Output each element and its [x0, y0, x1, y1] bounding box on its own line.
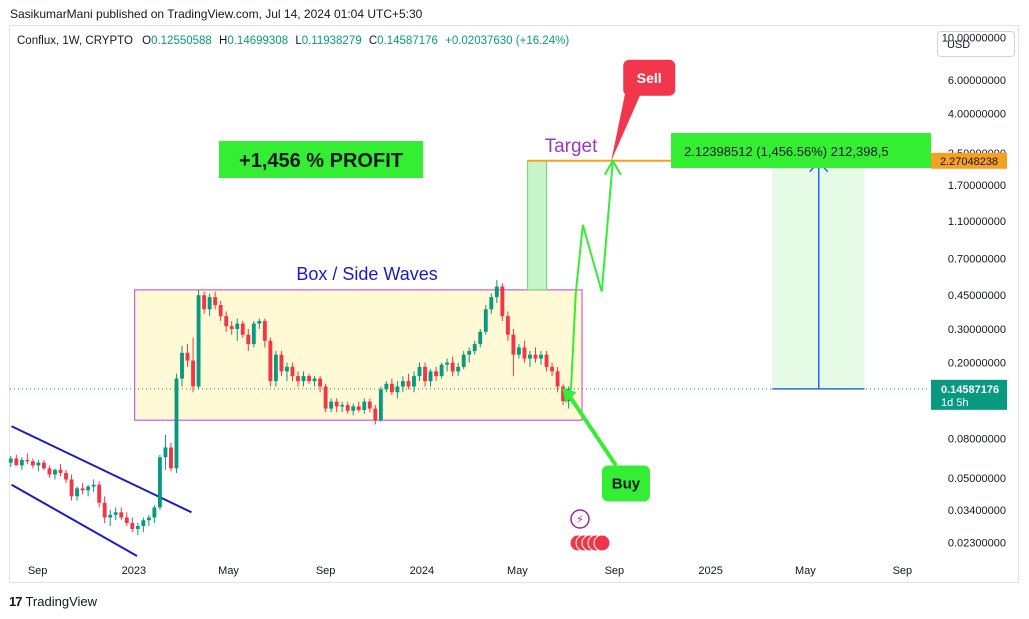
tradingview-brand: TradingView	[25, 594, 98, 609]
tradingview-logo[interactable]: 17 TradingView	[9, 594, 97, 609]
change-value: +0.02037630 (+16.24%)	[445, 35, 570, 47]
tradingview-logo-mark: 17	[9, 594, 23, 609]
open-value: 0.12550588	[151, 35, 212, 47]
low-label: L	[295, 35, 302, 47]
currency-button[interactable]: USD	[937, 31, 1015, 57]
low-value: 0.11938279	[301, 35, 362, 47]
high-value: 0.14699308	[227, 35, 289, 47]
chart-frame	[9, 25, 1019, 583]
close-value: 0.14587176	[377, 35, 438, 47]
symbol-name: Conflux, 1W, CRYPTO	[17, 35, 133, 47]
high-label: H	[219, 35, 228, 47]
symbol-legend[interactable]: Conflux, 1W, CRYPTO O0.12550588 H0.14699…	[17, 35, 569, 47]
publisher-line: SasikumarMani published on TradingView.c…	[10, 7, 423, 21]
open-label: O	[142, 35, 152, 47]
close-label: C	[368, 35, 378, 47]
